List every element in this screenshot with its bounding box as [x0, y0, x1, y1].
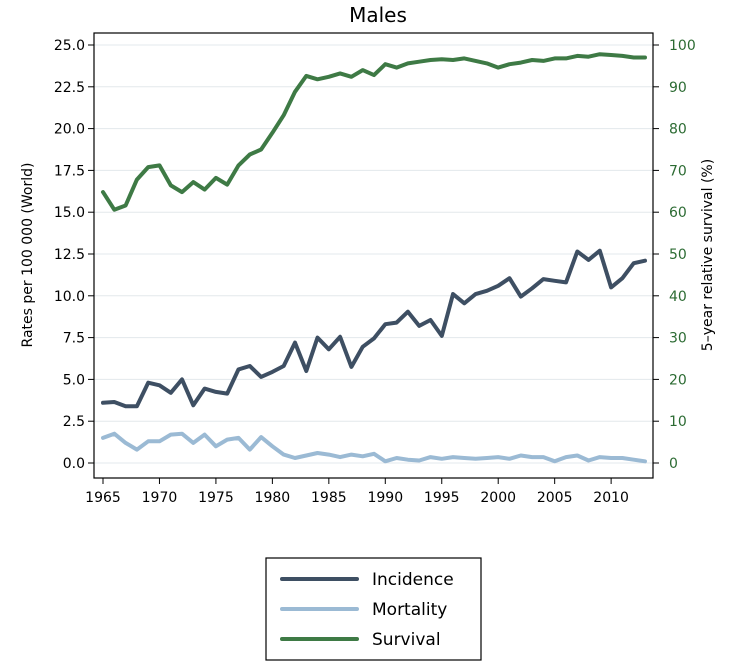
y-tick-label: 2.5 — [63, 414, 85, 430]
right-axis-ticks: 0 10 20 30 40 50 60 70 80 90 100 — [653, 38, 696, 472]
y2-tick-label: 0 — [669, 456, 678, 472]
legend-label-incidence: Incidence — [372, 570, 454, 590]
y-tick-label: 7.5 — [63, 331, 85, 347]
y-tick-label: 15.0 — [54, 205, 85, 221]
x-tick-label: 1970 — [142, 490, 178, 506]
y2-tick-label: 80 — [669, 122, 687, 138]
x-tick-label: 1975 — [198, 490, 234, 506]
x-tick-label: 2005 — [537, 490, 573, 506]
left-axis-ticks: 0.0 2.5 5.0 7.5 10.0 12.5 15.0 17.5 20.0 22.5 25.0 — [54, 38, 94, 472]
x-tick-label: 1980 — [255, 490, 291, 506]
gridlines — [94, 44, 653, 464]
y2-axis-label: 5–year relative survival (%) — [700, 159, 716, 351]
y-tick-label: 25.0 — [54, 38, 85, 54]
plot-frame — [93, 32, 654, 479]
y2-tick-label: 100 — [669, 38, 696, 54]
series-line-mortality — [101, 431, 647, 464]
y2-tick-label: 70 — [669, 163, 687, 179]
y2-tick-label: 60 — [669, 205, 687, 221]
x-tick-label: 1995 — [424, 490, 460, 506]
legend-items: Incidence Mortality Survival — [280, 570, 454, 650]
series-line-incidence — [101, 248, 647, 409]
series-line-survival — [101, 52, 647, 212]
x-tick-label: 2000 — [480, 490, 516, 506]
y-tick-label: 22.5 — [54, 80, 85, 96]
x-tick-label: 1985 — [311, 490, 347, 506]
y-tick-label: 10.0 — [54, 289, 85, 305]
y-tick-label: 12.5 — [54, 247, 85, 263]
x-tick-label: 1990 — [367, 490, 403, 506]
y-tick-label: 0.0 — [63, 456, 85, 472]
y2-tick-label: 40 — [669, 289, 687, 305]
x-axis-ticks: 1965 1970 1975 1980 1985 1990 1995 2000 2005 2010 — [85, 478, 629, 506]
legend: Incidence Mortality Survival — [265, 557, 482, 661]
y2-tick-label: 90 — [669, 80, 687, 96]
y2-tick-label: 30 — [669, 331, 687, 347]
y-axis-label: Rates per 100 000 (World) — [20, 163, 36, 348]
x-tick-label: 1965 — [85, 490, 121, 506]
y-tick-label: 17.5 — [54, 163, 85, 179]
y2-tick-label: 20 — [669, 372, 687, 388]
y-tick-label: 20.0 — [54, 122, 85, 138]
legend-label-survival: Survival — [372, 630, 441, 650]
y2-tick-label: 10 — [669, 414, 687, 430]
y-tick-label: 5.0 — [63, 372, 85, 388]
legend-label-mortality: Mortality — [372, 600, 447, 620]
x-tick-label: 2010 — [593, 490, 629, 506]
y2-tick-label: 50 — [669, 247, 687, 263]
chart-title: Males — [349, 3, 407, 27]
series-lines — [101, 52, 647, 464]
